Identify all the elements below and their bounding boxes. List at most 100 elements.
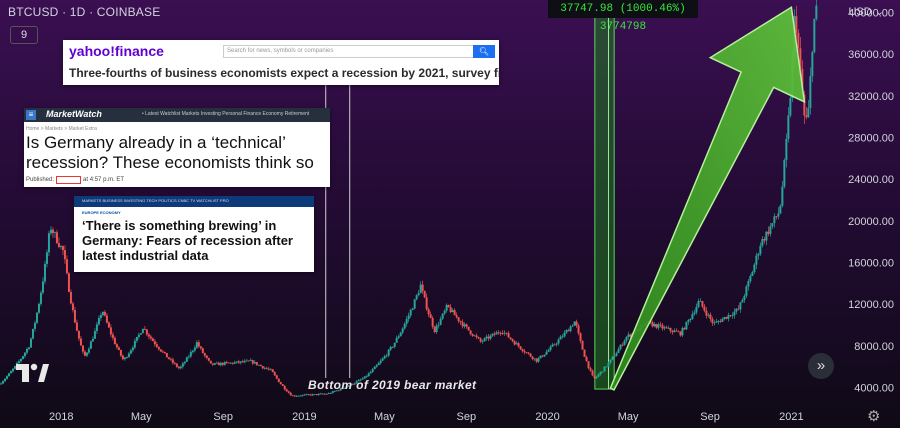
- candle: [711, 316, 714, 326]
- candle: [247, 360, 250, 362]
- candle: [759, 242, 762, 257]
- interval-selector[interactable]: 9: [10, 26, 38, 44]
- candle: [389, 345, 392, 352]
- candle: [399, 331, 402, 337]
- candle: [689, 318, 692, 323]
- candle: [699, 298, 702, 302]
- candle: [327, 392, 330, 395]
- candle: [309, 393, 312, 396]
- candle: [607, 361, 610, 368]
- candle: [405, 316, 408, 327]
- x-tick-label: May: [618, 411, 639, 423]
- candle: [245, 358, 248, 362]
- candle: [549, 344, 552, 352]
- y-tick-label: 20000.00: [848, 216, 894, 228]
- candle: [667, 325, 670, 329]
- candle: [259, 364, 262, 367]
- candle: [165, 352, 168, 358]
- candle: [39, 290, 42, 307]
- candle: [11, 367, 14, 373]
- measure-readout: 37747.98 (1000.46%) 3774798: [548, 0, 698, 33]
- candle: [351, 383, 354, 386]
- candle: [231, 362, 234, 365]
- candle: [355, 380, 358, 385]
- y-tick-label: 4000.00: [854, 383, 894, 395]
- candle: [367, 372, 370, 377]
- marketwatch-logo: MarketWatch: [46, 109, 102, 119]
- candle: [435, 323, 438, 334]
- candle: [119, 349, 122, 358]
- candle: [249, 358, 252, 362]
- candle: [539, 355, 542, 359]
- candle: [57, 237, 60, 249]
- candle: [757, 252, 760, 260]
- candle: [723, 316, 726, 321]
- candle: [665, 325, 668, 329]
- candle: [93, 328, 96, 339]
- candle: [5, 375, 8, 380]
- candle: [439, 316, 442, 326]
- candle: [105, 312, 108, 324]
- scroll-to-latest-icon[interactable]: »: [808, 353, 834, 379]
- y-tick-label: 36000.00: [848, 49, 894, 61]
- candle: [485, 334, 488, 341]
- cnbc-navbar: [74, 196, 314, 207]
- candle: [623, 339, 626, 346]
- candle: [459, 320, 462, 325]
- candle: [531, 356, 534, 361]
- candle: [213, 362, 216, 366]
- candle: [587, 361, 590, 370]
- candle: [465, 323, 468, 329]
- candle: [541, 354, 544, 358]
- candle: [529, 352, 532, 358]
- candle: [761, 236, 764, 248]
- candle: [7, 372, 10, 377]
- candle: [543, 354, 546, 357]
- candle: [37, 302, 40, 315]
- candle: [67, 272, 70, 293]
- candle: [275, 374, 278, 380]
- candle: [727, 312, 730, 322]
- candle: [203, 352, 206, 358]
- candle: [547, 348, 550, 353]
- candle: [453, 308, 456, 316]
- candle: [523, 348, 526, 355]
- tradingview-logo-icon[interactable]: [16, 360, 50, 386]
- published-date-highlight: [55, 176, 82, 184]
- gear-icon[interactable]: ⚙: [867, 408, 881, 425]
- candle: [735, 308, 738, 315]
- candle: [567, 328, 570, 332]
- published-time: at 4:57 p.m. ET: [83, 177, 125, 183]
- symbol-header[interactable]: BTCUSD · 1D · COINBASE: [8, 5, 161, 19]
- candle: [383, 354, 386, 360]
- candle: [227, 362, 230, 364]
- candle: [431, 315, 434, 329]
- currency-label: USD: [848, 6, 872, 18]
- candle: [237, 359, 240, 365]
- candle: [463, 322, 466, 329]
- candle: [483, 337, 486, 342]
- candle: [717, 319, 720, 325]
- candle: [729, 314, 732, 318]
- candle: [77, 330, 80, 341]
- candle: [17, 359, 20, 365]
- candle: [265, 366, 268, 370]
- candle: [235, 361, 238, 364]
- candle: [449, 303, 452, 314]
- candle: [45, 249, 48, 268]
- candle: [813, 18, 816, 54]
- marketwatch-navbar: [24, 108, 330, 122]
- candle: [151, 337, 154, 342]
- candle: [173, 361, 176, 365]
- candle: [659, 321, 662, 328]
- candle: [561, 333, 564, 339]
- candle: [217, 361, 220, 366]
- candle: [617, 346, 620, 354]
- candle: [451, 308, 454, 313]
- currency-selector[interactable]: USD ⌄: [848, 5, 884, 18]
- candle: [341, 387, 344, 390]
- candle: [145, 328, 148, 337]
- candle: [59, 245, 62, 250]
- candle: [21, 355, 24, 360]
